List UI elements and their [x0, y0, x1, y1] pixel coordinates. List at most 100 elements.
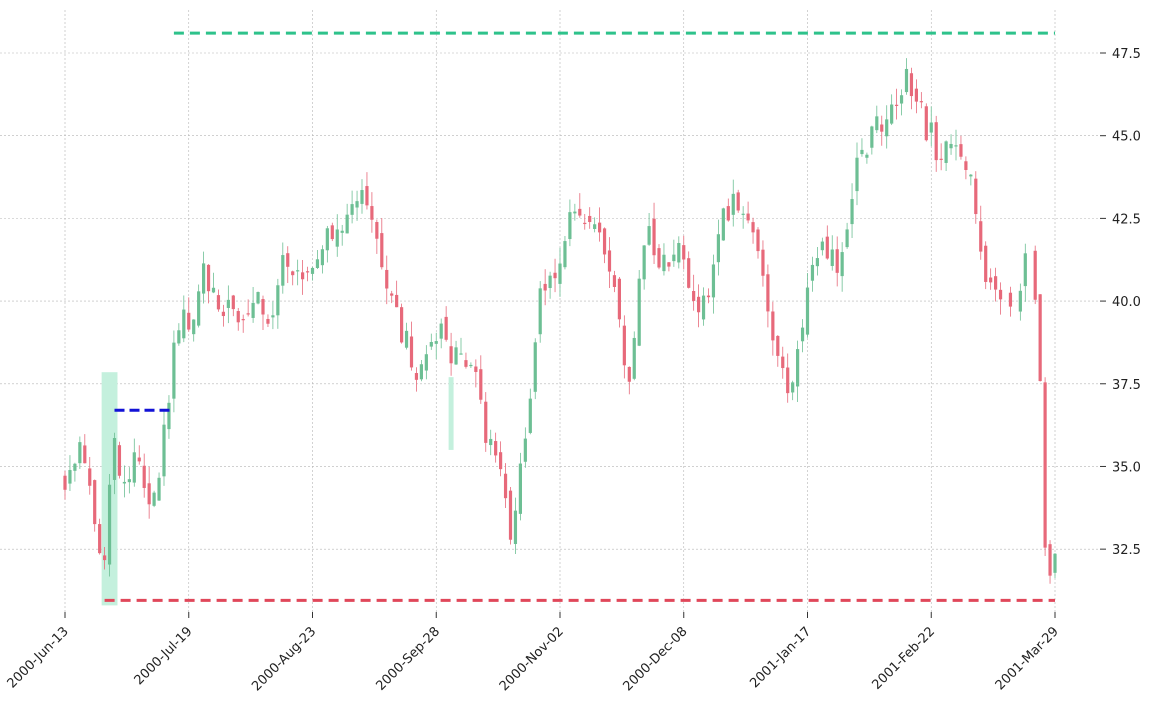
candle-body — [642, 245, 646, 280]
candle-body — [979, 221, 983, 252]
candle-body — [439, 323, 443, 339]
candle-body — [494, 441, 498, 456]
candle-body — [375, 222, 379, 239]
candle-body — [716, 234, 720, 263]
candle-body — [820, 241, 824, 251]
candle-body — [162, 424, 166, 477]
candle-body — [667, 262, 671, 267]
candle-body — [984, 245, 988, 282]
candle-body — [741, 213, 745, 215]
candle-body — [632, 337, 636, 379]
x-tick-label: 2000-Aug-23 — [249, 624, 319, 694]
candle-body — [241, 319, 245, 321]
candle-body — [434, 341, 438, 344]
candle-body — [221, 311, 225, 317]
candle-body — [1018, 290, 1022, 312]
candle-body — [246, 313, 250, 315]
y-tick-label: 42.5 — [1112, 212, 1141, 227]
candle-body — [147, 483, 151, 505]
candle-body — [697, 296, 701, 313]
candle-body — [647, 226, 651, 245]
candle-body — [895, 104, 899, 106]
candle-body — [508, 490, 513, 540]
candle-body — [652, 218, 656, 256]
x-tick-label: 2000-Sep-28 — [373, 624, 443, 694]
candle-body — [701, 295, 706, 320]
candle-body — [404, 330, 409, 348]
annotations-front — [104, 31, 1055, 602]
candle-body — [756, 229, 760, 252]
candle-body — [721, 208, 725, 241]
x-tick-label: 2000-Jun-13 — [5, 624, 72, 691]
candle-body — [172, 342, 176, 399]
candle-body — [216, 295, 221, 310]
y-tick-label: 35.0 — [1112, 460, 1141, 475]
x-tick-label: 2000-Nov-02 — [497, 624, 567, 694]
candle-body — [637, 278, 641, 346]
candle-body — [969, 174, 973, 177]
candle-body — [855, 157, 859, 192]
candle-body — [83, 445, 87, 464]
candle-body — [731, 193, 735, 215]
y-tick-label: 47.5 — [1112, 47, 1141, 62]
candle-body — [994, 276, 998, 290]
candle-body — [132, 452, 136, 483]
y-tick-label: 40.0 — [1112, 295, 1141, 310]
candle-body — [1048, 544, 1052, 576]
candle-body — [706, 295, 711, 298]
candle-body — [662, 254, 666, 272]
x-tick-label: 2001-Jan-17 — [747, 624, 814, 691]
candle-body — [761, 249, 765, 276]
candle-body — [959, 144, 963, 157]
candle-body — [187, 312, 191, 330]
candle-body — [256, 292, 260, 304]
candle-body — [167, 402, 171, 430]
candle-body — [395, 294, 399, 308]
candle-body — [533, 342, 537, 392]
candle-body — [325, 228, 329, 251]
candle-body — [365, 186, 369, 206]
candle-body — [286, 253, 290, 267]
candle-body — [880, 124, 884, 132]
candle-body — [558, 263, 562, 284]
candle-body — [513, 510, 518, 545]
candle-body — [484, 401, 488, 443]
candle-body — [796, 349, 800, 387]
candle-body — [330, 225, 334, 240]
candle-body — [503, 473, 508, 499]
candle-body — [206, 264, 211, 292]
candle-body — [845, 229, 849, 248]
x-tick-label: 2001-Feb-22 — [869, 624, 938, 693]
candle-body — [474, 366, 478, 372]
candle-body — [192, 319, 196, 335]
candle-body — [657, 248, 661, 268]
candle-body — [419, 364, 423, 380]
candle-body — [73, 463, 77, 471]
candle-body — [865, 154, 869, 158]
candle-body — [251, 302, 255, 318]
candle-body — [964, 161, 968, 171]
candle-body — [627, 366, 631, 382]
candle-body — [909, 73, 914, 97]
candle-body — [830, 249, 834, 266]
candle-body — [563, 241, 567, 268]
candle-body — [687, 258, 691, 288]
candle-body — [315, 259, 320, 269]
candle-body — [459, 353, 463, 355]
candle-body — [296, 270, 300, 272]
candle-body — [122, 481, 126, 484]
candle-body — [751, 222, 755, 233]
candle-body — [904, 68, 909, 93]
candle-body — [949, 143, 953, 149]
candle-body — [989, 277, 993, 283]
candle-body — [107, 484, 112, 565]
candle-body — [543, 283, 547, 291]
candle-body — [231, 295, 235, 310]
candle-body — [444, 316, 448, 340]
candle-body — [944, 141, 948, 163]
candle-body — [776, 335, 780, 356]
candle-body — [875, 116, 879, 131]
candle-body — [954, 145, 958, 147]
annotations-back — [101, 372, 454, 606]
